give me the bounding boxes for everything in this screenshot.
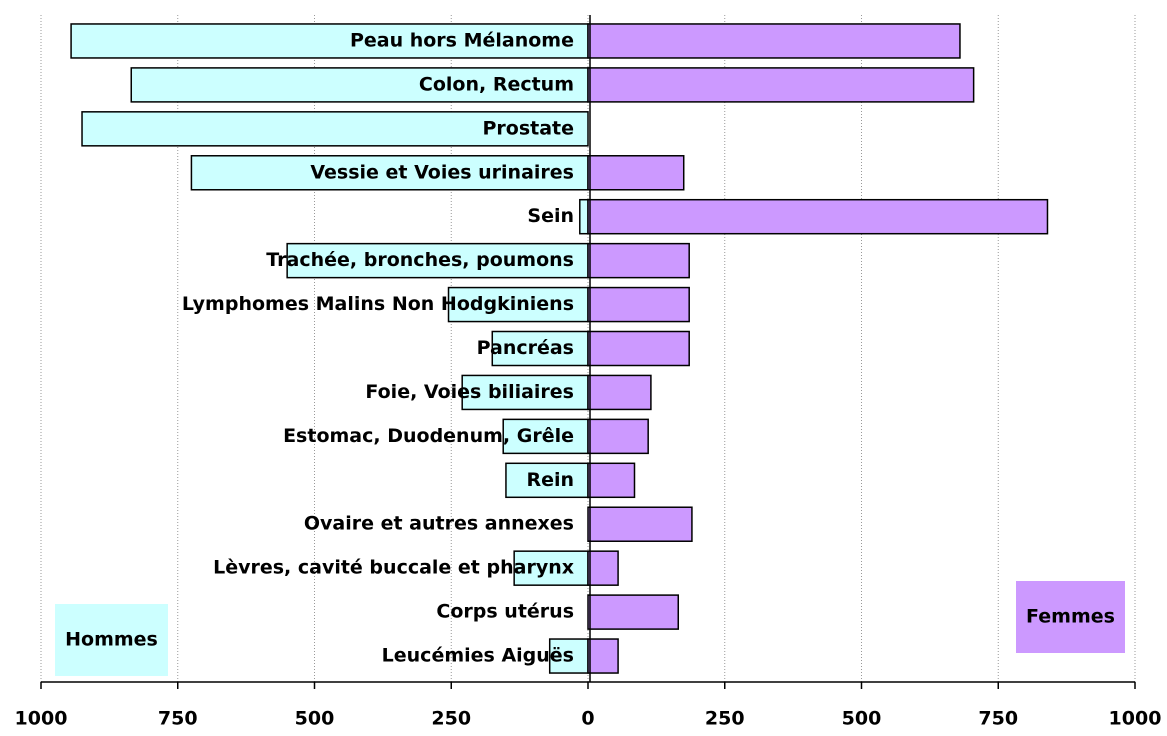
x-tick-label: 1000 [15, 708, 68, 730]
category-label: Lymphomes Malins Non Hodgkiniens [182, 293, 574, 315]
category-label: Pancréas [477, 337, 574, 359]
x-tick-label: 250 [705, 708, 745, 730]
category-label: Trachée, bronches, poumons [266, 249, 574, 271]
x-tick-label: 0 [581, 708, 594, 730]
category-label: Estomac, Duodenum, Grêle [283, 425, 574, 447]
bars [70, 23, 1049, 674]
category-label: Colon, Rectum [419, 73, 574, 95]
x-tick-label: 1000 [1109, 708, 1162, 730]
bar [587, 330, 690, 367]
bar [502, 418, 589, 455]
x-tick-label: 750 [978, 708, 1018, 730]
category-label: Prostate [482, 117, 574, 139]
legend-swatch [1016, 581, 1125, 653]
category-label: Foie, Voies biliaires [365, 381, 574, 403]
category-label: Rein [526, 469, 574, 491]
bar [286, 242, 589, 279]
bar [587, 155, 685, 191]
bar [461, 374, 589, 411]
bar [587, 506, 693, 542]
bar [491, 330, 589, 367]
x-tick-label: 500 [842, 708, 882, 730]
bar [587, 638, 619, 674]
legend-label: Femmes [1026, 606, 1115, 628]
bar [587, 198, 1049, 235]
bar [587, 550, 619, 586]
bar [587, 242, 690, 279]
x-tick-label: 750 [158, 708, 198, 730]
bar [587, 594, 680, 630]
category-label: Corps utérus [436, 601, 574, 623]
bar [81, 111, 589, 147]
x-tick-label: 250 [431, 708, 471, 730]
category-label: Ovaire et autres annexes [304, 513, 574, 535]
labels: 1000 750 500 250 0 250 500 750 1000 Peau hors Mél… [15, 29, 1162, 729]
bar [587, 374, 652, 411]
bar [587, 67, 975, 103]
legend-label: Hommes [65, 629, 158, 651]
bar [587, 23, 961, 59]
bar [447, 286, 589, 323]
category-label: Leucémies Aiguës [382, 645, 574, 667]
bar [548, 638, 589, 674]
x-tick-label: 500 [295, 708, 335, 730]
bar [587, 418, 649, 455]
bar [190, 155, 589, 191]
category-label: Peau hors Mélanome [350, 29, 574, 51]
category-label: Sein [527, 205, 574, 227]
bar [587, 286, 690, 323]
category-label: Lèvres, cavité buccale et pharynx [213, 557, 574, 579]
bar [587, 462, 636, 499]
bar [579, 198, 589, 235]
bar [505, 462, 589, 499]
legend-swatch [55, 604, 168, 676]
category-label: Vessie et Voies urinaires [310, 161, 574, 183]
bar [130, 67, 589, 103]
